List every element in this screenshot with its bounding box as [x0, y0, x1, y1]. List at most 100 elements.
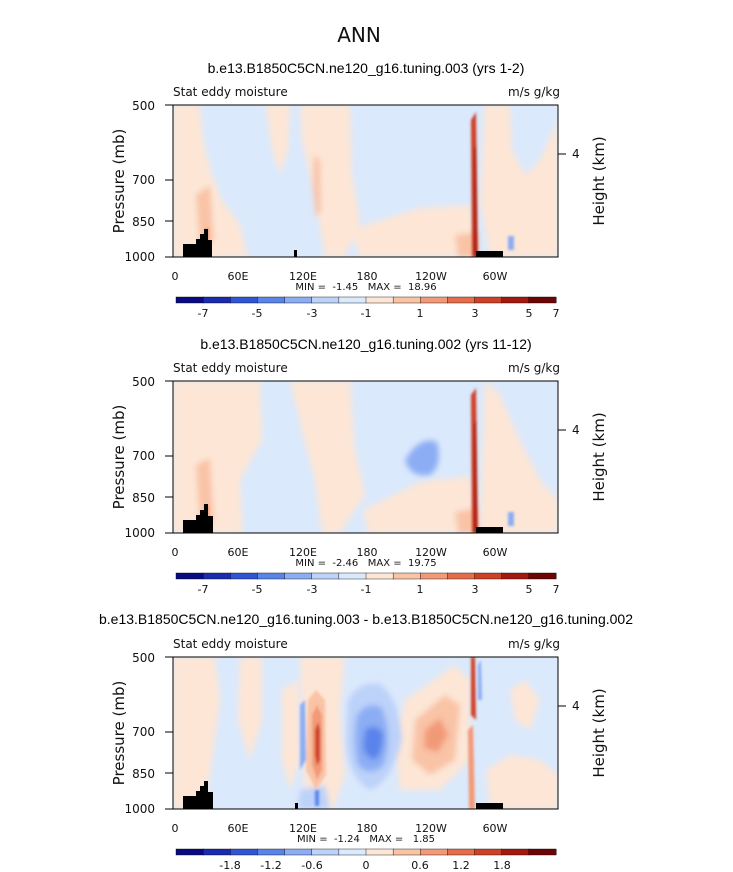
panel-1-cb-label: 7 [553, 307, 560, 320]
panel-1-stats: MIN = -1.45 MAX = 18.96 [295, 282, 436, 293]
panel-2: b.e13.B1850C5CN.ne120_g16.tuning.002 (yr… [110, 336, 608, 596]
panel-3-cb-label: 0.6 [411, 859, 429, 872]
colorbar-swatch [501, 848, 530, 856]
panel-1-title: b.e13.B1850C5CN.ne120_g16.tuning.003 (yr… [208, 60, 525, 76]
panel-2-xtick-0: 0 [172, 546, 179, 559]
colorbar-swatch [338, 296, 367, 304]
panel-2-cb-label: -7 [198, 583, 209, 596]
panel-2-xtick-120w: 120W [415, 546, 447, 559]
panel-1-ytick-1000: 1000 [124, 250, 155, 264]
colorbar-swatch [230, 296, 258, 304]
panel-3-field [173, 657, 558, 809]
colorbar-swatch [202, 296, 231, 304]
panel-2-cb-label: 1 [417, 583, 424, 596]
colorbar-swatch [202, 572, 231, 580]
panel-3-left-label: Stat eddy moisture [173, 637, 288, 651]
panel-3-colorbar [175, 848, 557, 856]
colorbar-swatch [474, 572, 503, 580]
colorbar-swatch [257, 296, 286, 304]
panel-3-cb-label: -0.6 [301, 859, 322, 872]
colorbar-swatch [501, 296, 530, 304]
panel-1-xtick-0: 0 [172, 270, 179, 283]
colorbar-swatch [447, 296, 476, 304]
panel-1-ytick-700: 700 [132, 173, 155, 187]
colorbar-swatch [230, 572, 258, 580]
colorbar-swatch [175, 572, 204, 580]
panel-1-xtick-180: 180 [357, 270, 378, 283]
colorbar-swatch [392, 572, 421, 580]
panel-3-stats: MIN = -1.24 MAX = 1.85 [297, 834, 435, 845]
panel-2-xtick-120e: 120E [289, 546, 317, 559]
colorbar-swatch [474, 848, 503, 856]
colorbar-swatch [257, 848, 286, 856]
panel-3-cb-label: 1.8 [493, 859, 511, 872]
colorbar-swatch [284, 296, 313, 304]
panel-1-cb-label: -5 [252, 307, 263, 320]
colorbar-swatch [365, 296, 394, 304]
panel-2-cb-label: -5 [252, 583, 263, 596]
colorbar-swatch [311, 296, 340, 304]
panel-2-left-label: Stat eddy moisture [173, 361, 288, 375]
panel-1-ylabel: Pressure (mb) [110, 129, 128, 234]
panel-3-xtick-120w: 120W [415, 822, 447, 835]
panel-1-ytick-right-4: 4 [572, 147, 580, 161]
panel-1-ytick-500: 500 [132, 99, 155, 113]
panel-2-stats: MIN = -2.46 MAX = 19.75 [295, 558, 436, 569]
panel-2-ytick-500: 500 [132, 375, 155, 389]
colorbar-swatch [284, 848, 313, 856]
colorbar-swatch [447, 572, 476, 580]
colorbar-swatch [338, 848, 367, 856]
colorbar-swatch [175, 848, 204, 856]
colorbar-swatch [311, 848, 340, 856]
panel-3-cb-label: 0 [363, 859, 370, 872]
colorbar-swatch [311, 572, 340, 580]
panel-3-xtick-180: 180 [357, 822, 378, 835]
panel-2-cb-label: -1 [361, 583, 372, 596]
panel-2-right-label: m/s g/kg [508, 361, 560, 375]
panel-3-cb-label: 1.2 [452, 859, 470, 872]
colorbar-swatch [501, 572, 530, 580]
colorbar-swatch [392, 296, 421, 304]
colorbar-swatch [420, 572, 448, 580]
panel-3-right-label: m/s g/kg [508, 637, 560, 651]
colorbar-swatch [528, 848, 557, 856]
panel-2-ytick-850: 850 [132, 491, 155, 505]
panel-3-ytick-700: 700 [132, 725, 155, 739]
panel-2-ylabel: Pressure (mb) [110, 405, 128, 510]
panel-1-xtick-120w: 120W [415, 270, 447, 283]
panel-2-xtick-60w: 60W [483, 546, 508, 559]
colorbar-swatch [257, 572, 286, 580]
panel-2-xtick-60e: 60E [228, 546, 249, 559]
panel-3-ytick-500: 500 [132, 651, 155, 665]
panel-2-cb-label: 5 [526, 583, 533, 596]
panel-1-cb-label: -3 [307, 307, 318, 320]
panel-3-xtick-120e: 120E [289, 822, 317, 835]
panel-2-cb-label: 7 [553, 583, 560, 596]
panel-3-cb-label: -1.2 [260, 859, 281, 872]
panel-1-right-label: m/s g/kg [508, 85, 560, 99]
panel-3-ytick-right-4: 4 [572, 699, 580, 713]
panel-2-colorbar [175, 572, 557, 580]
panel-3-ytick-850: 850 [132, 767, 155, 781]
panel-3-title: b.e13.B1850C5CN.ne120_g16.tuning.003 - b… [99, 611, 633, 627]
colorbar-swatch [447, 848, 476, 856]
colorbar-swatch [392, 848, 421, 856]
panel-2-title: b.e13.B1850C5CN.ne120_g16.tuning.002 (yr… [200, 336, 531, 352]
colorbar-swatch [528, 572, 557, 580]
colorbar-swatch [338, 572, 367, 580]
colorbar-swatch [528, 296, 557, 304]
colorbar-swatch [365, 848, 394, 856]
colorbar-swatch [284, 572, 313, 580]
colorbar-swatch [175, 296, 204, 304]
panel-1-field [173, 105, 558, 257]
panel-2-ylabel-right: Height (km) [590, 412, 608, 501]
panel-2-cb-label: -3 [307, 583, 318, 596]
panel-3: b.e13.B1850C5CN.ne120_g16.tuning.003 - b… [99, 611, 633, 872]
panel-2-xtick-180: 180 [357, 546, 378, 559]
panel-2-ytick-right-4: 4 [572, 423, 580, 437]
colorbar-swatch [420, 848, 448, 856]
panel-1-cb-label: 3 [472, 307, 479, 320]
panel-1-cb-label: 5 [526, 307, 533, 320]
colorbar-swatch [202, 848, 231, 856]
